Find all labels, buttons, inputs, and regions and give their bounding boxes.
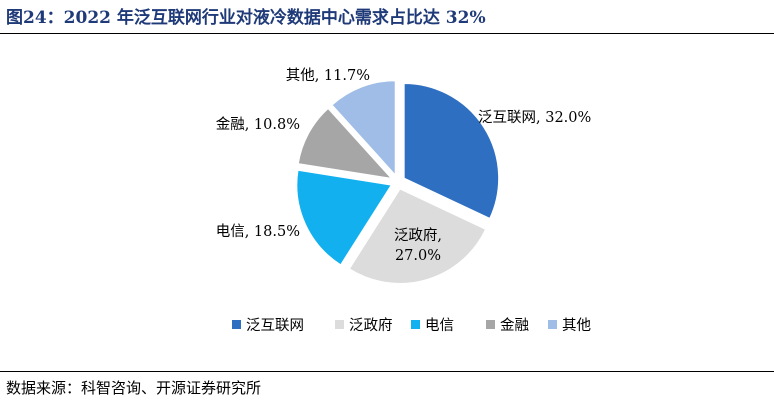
source-note: 数据来源：科智咨询、开源证券研究所 [6, 379, 262, 397]
legend-label-5: 其他 [562, 317, 591, 334]
pie-slice-2 [348, 187, 487, 285]
legend-label-1: 泛互联网 [246, 317, 304, 334]
legend-swatch-5 [548, 320, 557, 329]
pie-slice-4 [297, 107, 394, 180]
legend-swatch-4 [486, 320, 495, 329]
pie-slices [295, 79, 500, 285]
slice-label-4: 金融, 10.8% [216, 116, 300, 133]
chart-title: 图24：2022 年泛互联网行业对液冷数据中心需求占比达 32% [6, 8, 486, 28]
legend: 泛互联网 泛政府 电信 金融 其他 [232, 317, 591, 334]
legend-swatch-1 [232, 320, 241, 329]
legend-label-2: 泛政府 [349, 317, 393, 334]
slice-label-2: 泛政府, 27.0% [394, 227, 442, 264]
slice-label-5: 其他, 11.7% [286, 67, 370, 84]
title-divider [0, 33, 774, 34]
pie-slice-3 [295, 169, 393, 267]
pie-slice-1 [403, 82, 500, 220]
legend-swatch-3 [411, 320, 420, 329]
source-divider [0, 371, 774, 372]
legend-swatch-2 [335, 320, 344, 329]
slice-label-3: 电信, 18.5% [216, 223, 300, 240]
legend-label-4: 金融 [500, 317, 529, 334]
pie-chart: 泛互联网, 32.0% 泛政府, 27.0% 电信, 18.5% 金融, 10.8% 其他… [216, 67, 592, 334]
pie-labels: 泛互联网, 32.0% 泛政府, 27.0% 电信, 18.5% 金融, 10.8% 其他… [216, 67, 592, 264]
slice-label-1: 泛互联网, 32.0% [478, 109, 591, 126]
legend-label-3: 电信 [425, 317, 454, 334]
pie-slice-5 [330, 79, 397, 178]
